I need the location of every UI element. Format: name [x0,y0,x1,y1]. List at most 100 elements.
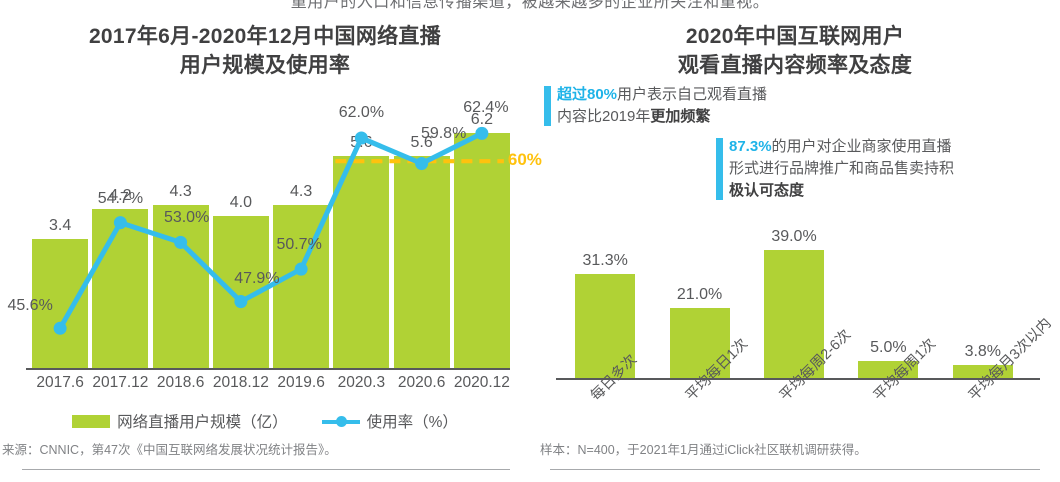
right-chart-title: 2020年中国互联网用户 观看直播内容频率及态度 [530,18,1060,80]
callout-1-text-mid: 用户表示自己观看直播 [617,86,768,103]
x-axis-tick-label: 2020.6 [397,374,446,391]
bar-rect[interactable] [952,365,1013,378]
x-axis-tick-label: 2019.6 [277,374,325,391]
bar-column[interactable]: 31.3% [575,228,636,378]
bar-value-label: 21.0% [676,286,723,303]
x-axis-tick-label: 2017.6 [36,374,84,391]
line-value-label: 59.8% [420,124,467,142]
right-chart-panel: 2020年中国互联网用户 观看直播内容频率及态度 超过80%用户表示自己观看直播… [530,18,1060,482]
line-data-point[interactable] [174,235,188,249]
bar-column[interactable]: 39.0% [764,228,824,378]
bar-rect[interactable] [393,155,450,368]
bar-column[interactable]: 5.0% [858,228,919,378]
legend-item-user-scale[interactable]: 网络直播用户规模（亿） [72,410,288,432]
bar-rect[interactable] [669,308,730,378]
line-value-label: 50.7% [276,235,322,253]
callout-1-line2: 内容比2019年更加频繁 [557,106,767,128]
x-axis-tick-label: 2018.6 [156,374,205,391]
left-chart-title: 2017年6月-2020年12月中国网络直播 用户规模及使用率 [0,18,530,80]
callout-1-line2-plain: 内容比2019年 [557,108,651,125]
line-value-label: 54.7% [97,189,144,207]
right-chart-x-axis-line [556,378,1040,380]
callout-1-line1: 超过80%用户表示自己观看直播 [557,84,767,106]
left-chart-legend: 网络直播用户规模（亿） 使用率（%） [0,410,530,432]
x-axis-tick-label: 2020.12 [453,374,510,391]
usage-rate-polyline [57,130,485,331]
bar-column[interactable]: 21.0% [669,228,730,378]
callout-2-line1: 87.3%的用户对企业商家使用直播 [729,136,954,158]
bar-rect[interactable] [32,239,89,368]
line-value-label: 62.0% [338,103,385,121]
line-data-point[interactable] [53,321,67,335]
line-data-point[interactable] [113,216,127,230]
bar-swatch-icon [72,414,111,428]
right-chart-bars: 31.3% 21.0% 39.0% 5.0% 3.8% [530,228,1060,378]
line-value-label: 47.9% [234,270,280,288]
line-data-point[interactable] [354,131,368,145]
line-data-point[interactable] [475,126,489,140]
legend-label-usage-rate: 使用率（%） [366,414,458,431]
callout-1-highlight: 超过80% [557,86,618,103]
line-value-label: 53.0% [163,209,210,227]
callout-2-text-mid: 的用户对企业商家使用直播 [771,138,952,155]
bar-rect[interactable] [453,133,510,368]
x-axis-tick-label: 2020.3 [337,374,386,391]
bar-column[interactable]: 4.3 [152,80,209,368]
right-chart-title-line1: 2020年中国互联网用户 [685,25,905,48]
bar-value-label: 31.3% [582,251,628,269]
callout-2-line3: 极认可态度 [729,182,805,199]
bar-column[interactable]: 4.2 [92,80,149,368]
right-chart-source-note: 样本：N=400，于2021年1月通过iClick社区联机调研获得。 [540,443,867,457]
bar-rect[interactable] [92,208,149,368]
bar-column[interactable]: 6.2 [453,80,510,368]
left-chart-x-axis-labels: 2017.6 2017.12 2018.6 2018.12 2019.6 2020.3 20… [0,374,530,400]
bar-value-label: 3.4 [49,217,72,235]
bar-value-label: 4.3 [290,183,313,201]
left-chart-title-line2: 用户规模及使用率 [179,54,351,77]
right-chart-x-axis-labels: 每日多次 平均每日1次 平均每周2-6次 平均每周1次 平均每月3次以内 [530,315,1060,480]
clipped-paragraph-text: 重用户的入口和信息传播渠道，被越来越多的企业所关注和重视。 [290,0,770,10]
line-data-point[interactable] [294,262,308,276]
right-panel-bottom-rule [550,469,1040,470]
bar-value-label: 5.0% [870,339,907,357]
bar-column[interactable]: 3.4 [32,80,89,368]
bar-value-label: 4.0 [229,194,252,212]
line-data-point[interactable] [415,156,429,171]
left-chart-title-line1: 2017年6月-2020年12月中国网络直播 [88,25,442,48]
legend-label-user-scale: 网络直播用户规模（亿） [117,414,288,431]
right-chart-title-line2: 观看直播内容频率及态度 [677,54,913,77]
left-chart-source-note: 来源：CNNIC，第47次《中国互联网络发展状况统计报告》。 [2,443,337,457]
callout-frequency-increase: 超过80%用户表示自己观看直播 内容比2019年更加频繁 [544,84,767,128]
bar-rect[interactable] [152,205,209,368]
left-chart-plot-area: 3.44.24.34.04.35.65.66.2 45.6%54.7%53.0%… [0,80,542,370]
bar-rect[interactable] [333,155,390,368]
line-value-label: 62.4% [463,98,509,116]
left-chart-panel: 2017年6月-2020年12月中国网络直播 用户规模及使用率 3.4 4.2 4.… [0,18,542,482]
bar-rect[interactable] [858,361,919,378]
callout-1-line2-bold: 更加频繁 [650,108,711,125]
line-data-point[interactable] [234,295,248,309]
bar-rect[interactable] [764,250,824,378]
left-chart-x-axis-line [26,368,510,370]
callout-2-line2: 形式进行品牌推广和商品售卖持积 [729,160,955,177]
line-value-label: 45.6% [7,296,53,314]
left-chart-bars: 3.44.24.34.04.35.65.66.2 [0,80,530,368]
bar-rect[interactable] [575,273,636,378]
bar-value-label: 4.3 [169,183,192,201]
bar-value-label: 4.2 [109,186,132,204]
bar-value-label: 6.2 [470,111,493,129]
usage-rate-line-series [53,126,504,335]
x-axis-tick-label: 2017.12 [92,374,149,391]
legend-item-usage-rate[interactable]: 使用率（%） [321,410,458,432]
bar-value-label: 5.6 [410,133,433,151]
bar-column[interactable]: 3.8% [952,228,1013,378]
callout-2-highlight: 87.3% [729,138,772,155]
bar-value-label: 3.8% [964,343,1002,361]
left-panel-bottom-rule [22,469,510,470]
bar-column[interactable]: 5.6 [393,80,450,368]
bar-value-label: 39.0% [771,228,817,245]
x-axis-tick-label: 2018.12 [212,374,269,391]
right-chart-plot-area: 31.3% 21.0% 39.0% 5.0% 3.8% [530,228,1060,380]
callout-brand-attitude: 87.3%的用户对企业商家使用直播 形式进行品牌推广和商品售卖持积 极认可态度 [716,136,954,202]
line-swatch-icon [321,415,360,428]
